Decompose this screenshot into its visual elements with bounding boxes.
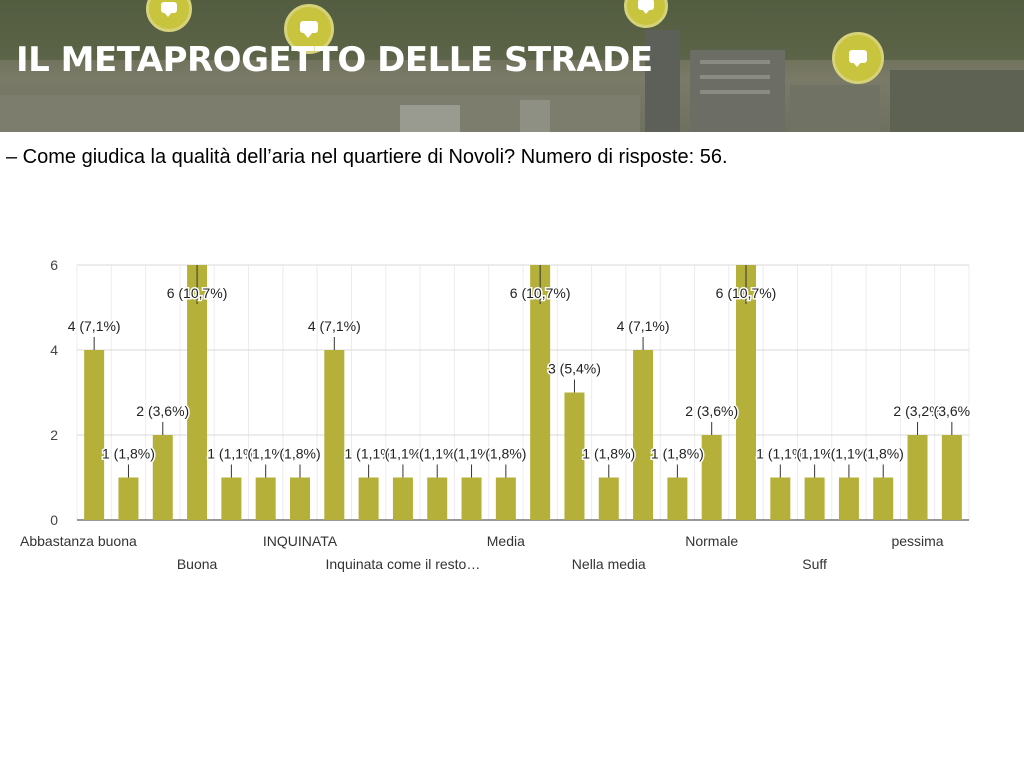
x-category-label: Buona bbox=[177, 556, 218, 572]
data-label: (1,1% bbox=[453, 446, 490, 462]
bar bbox=[598, 477, 619, 520]
bar bbox=[736, 265, 756, 520]
bar bbox=[427, 477, 448, 520]
bar bbox=[667, 477, 688, 520]
data-label: (1,1% bbox=[385, 446, 422, 462]
data-label: 1 (1,1% bbox=[207, 446, 255, 462]
data-label: (1,1% bbox=[831, 446, 868, 462]
y-tick-label: 4 bbox=[50, 342, 58, 358]
bar bbox=[392, 477, 413, 520]
data-label: 1 (1,1% bbox=[756, 446, 804, 462]
bar bbox=[804, 477, 825, 520]
x-category-label: Abbastanza buona bbox=[20, 533, 137, 549]
data-label: 4 (7,1%) bbox=[617, 318, 670, 334]
bar bbox=[701, 435, 722, 520]
data-label: 1 (1,8%) bbox=[582, 446, 635, 462]
bar bbox=[495, 477, 516, 520]
data-label: 1 (1,1% bbox=[344, 446, 392, 462]
data-label: (1,8%) bbox=[863, 446, 904, 462]
bar bbox=[941, 435, 962, 520]
data-label: 1 (1,8%) bbox=[102, 446, 155, 462]
data-label: (1,1% bbox=[247, 446, 284, 462]
bar bbox=[530, 265, 551, 520]
header-banner: IL METAPROGETTO DELLE STRADE bbox=[0, 0, 1024, 132]
x-category-label: Inquinata come il resto… bbox=[325, 556, 480, 572]
bar bbox=[873, 477, 894, 520]
bar bbox=[255, 477, 276, 520]
survey-question: – Come giudica la qualità dell’aria nel … bbox=[6, 146, 728, 168]
data-label: 1 (1,8%) bbox=[651, 446, 704, 462]
y-tick-label: 6 bbox=[50, 257, 58, 273]
data-label: 4 (7,1%) bbox=[68, 318, 121, 334]
data-label: 4 (7,1%) bbox=[308, 318, 361, 334]
data-label: 3 (5,4%) bbox=[548, 361, 601, 377]
data-label: 2 (3,6%) bbox=[685, 403, 738, 419]
data-label: (3,6% bbox=[934, 403, 971, 419]
data-label: 6 (10,7%) bbox=[167, 285, 228, 301]
bar bbox=[187, 265, 208, 520]
data-label: (1,1% bbox=[419, 446, 456, 462]
bar bbox=[324, 350, 345, 520]
bar bbox=[461, 477, 482, 520]
bar bbox=[564, 392, 585, 520]
data-label: (1,1% bbox=[796, 446, 833, 462]
data-label: 2 (3,6%) bbox=[136, 403, 189, 419]
x-category-label: Nella media bbox=[572, 556, 646, 572]
bar bbox=[118, 477, 139, 520]
y-tick-label: 2 bbox=[50, 427, 58, 443]
data-label: (1,8%) bbox=[485, 446, 526, 462]
bar bbox=[770, 477, 791, 520]
data-label: 2 (3,2% bbox=[893, 403, 941, 419]
x-category-label: INQUINATA bbox=[263, 533, 338, 549]
x-category-label: Suff bbox=[802, 556, 827, 572]
bar bbox=[221, 477, 242, 520]
data-label: 6 (10,7%) bbox=[510, 285, 571, 301]
bar bbox=[633, 350, 654, 520]
bar bbox=[838, 477, 859, 520]
bar bbox=[358, 477, 379, 520]
bar bbox=[152, 435, 173, 520]
data-label: 6 (10,7%) bbox=[716, 285, 777, 301]
chat-bubble-icon bbox=[284, 4, 334, 54]
x-category-label: Media bbox=[487, 533, 525, 549]
chat-bubble-icon bbox=[832, 32, 884, 84]
bar bbox=[907, 435, 928, 520]
x-category-label: Normale bbox=[685, 533, 738, 549]
y-tick-label: 0 bbox=[50, 512, 58, 528]
bar bbox=[84, 350, 105, 520]
data-label: (1,8%) bbox=[279, 446, 320, 462]
bar bbox=[290, 477, 310, 520]
x-category-label: pessima bbox=[891, 533, 943, 549]
page-title: IL METAPROGETTO DELLE STRADE bbox=[16, 40, 653, 80]
